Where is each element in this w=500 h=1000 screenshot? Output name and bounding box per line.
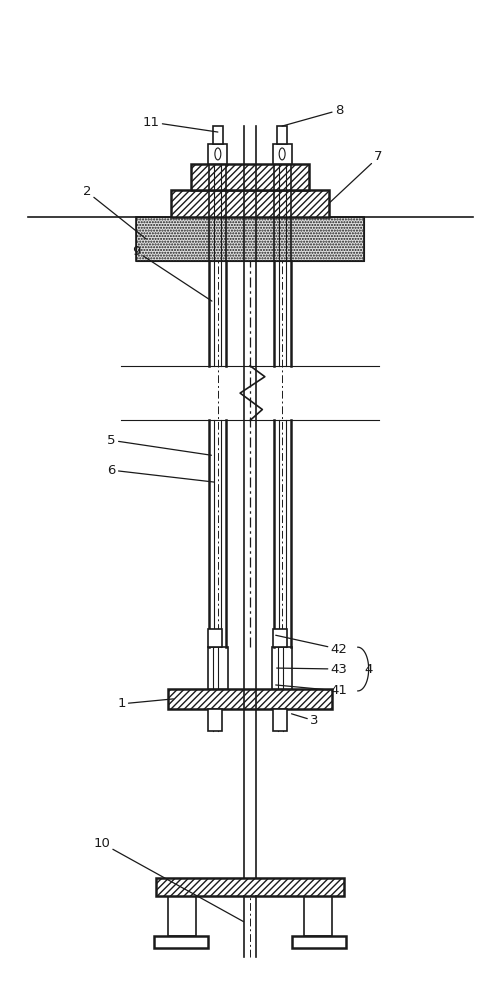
Text: 7: 7 xyxy=(329,150,383,203)
Text: 1: 1 xyxy=(117,697,173,710)
Bar xyxy=(208,629,222,647)
Text: 2: 2 xyxy=(82,185,146,239)
Bar xyxy=(272,629,286,647)
Bar xyxy=(190,164,310,190)
Bar xyxy=(292,936,346,948)
Bar xyxy=(154,936,208,948)
Text: 43: 43 xyxy=(276,663,347,676)
Bar xyxy=(168,896,196,936)
Text: 9: 9 xyxy=(132,245,212,301)
Bar xyxy=(272,709,286,731)
Text: 41: 41 xyxy=(276,684,347,697)
Bar xyxy=(213,126,223,144)
Text: 8: 8 xyxy=(282,104,343,126)
Text: 5: 5 xyxy=(108,434,212,455)
Bar xyxy=(304,896,332,936)
Text: 11: 11 xyxy=(142,116,218,132)
Bar xyxy=(208,144,228,164)
Text: 3: 3 xyxy=(292,714,318,727)
Text: 6: 6 xyxy=(108,464,214,482)
Bar xyxy=(156,878,344,896)
Text: 10: 10 xyxy=(93,837,244,922)
Bar xyxy=(168,689,332,709)
Bar xyxy=(171,190,329,217)
Bar xyxy=(136,217,364,261)
Bar xyxy=(136,217,364,261)
Bar xyxy=(208,647,228,689)
Bar xyxy=(272,144,291,164)
Text: 42: 42 xyxy=(276,635,347,656)
Bar xyxy=(277,126,287,144)
Bar xyxy=(272,647,292,689)
Text: 4: 4 xyxy=(364,663,373,676)
Bar xyxy=(208,709,222,731)
